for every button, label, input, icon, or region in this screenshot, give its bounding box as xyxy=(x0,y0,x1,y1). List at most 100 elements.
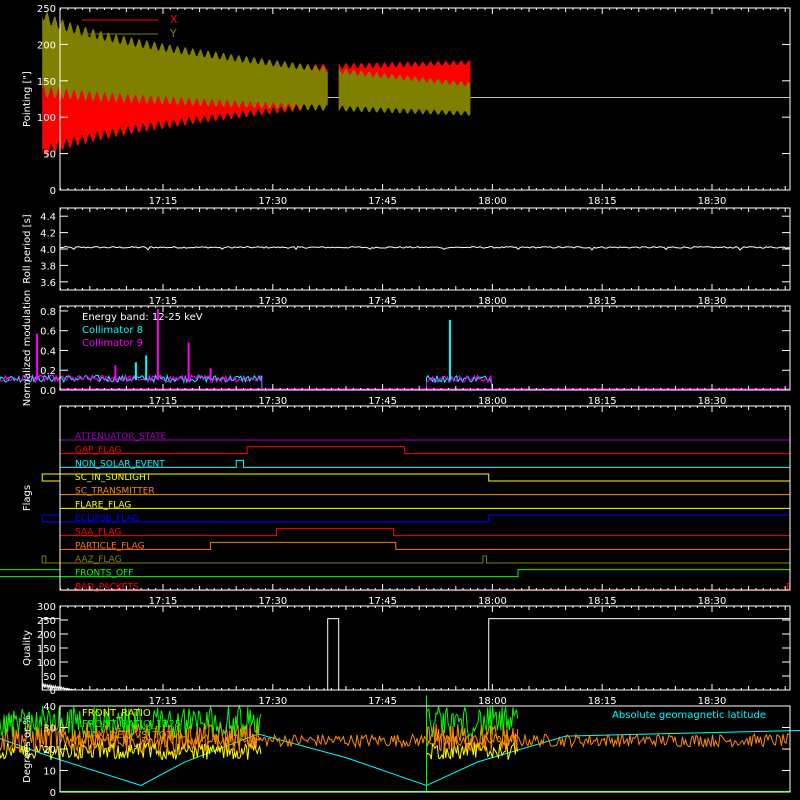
roll-period-line xyxy=(59,245,791,251)
front-ratio-trace xyxy=(426,741,519,760)
legend-max-det-vs-tot: MAX_DET_VS_TOT xyxy=(82,730,174,741)
pointing-panel: 0 50 100 150 200 250 17:15 17:30 17:45 18:00 18:1… xyxy=(22,4,791,207)
flag-label: AAZ_FLAG xyxy=(75,555,122,565)
flag-label: PARTICLE_FLAG xyxy=(75,541,145,551)
roll-period-panel: 3.6 3.8 4.0 4.2 4.4 17:15 17:30 17:45 18:00 18:1… xyxy=(22,207,791,307)
modulation-panel: 0.0 0.2 0.4 0.6 0.8 17:15 17:30 17:45 18:00 18:1… xyxy=(0,290,791,407)
flag-label: GAP_FLAG xyxy=(75,446,121,456)
y-tick-label: 4.2 xyxy=(40,229,56,240)
quality-x-axis: 17:15 17:30 17:45 18:00 18:15 18:30 xyxy=(60,606,786,707)
front-ratio-trace xyxy=(0,740,262,760)
x-tick-label: 18:00 xyxy=(478,696,507,707)
flags-frame xyxy=(59,405,791,591)
pointing-x-axis: 17:15 17:30 17:45 18:00 18:15 18:30 xyxy=(60,8,786,207)
x-tick-label: 18:30 xyxy=(698,196,727,207)
flag-line xyxy=(60,459,790,468)
quality-decay xyxy=(41,681,75,692)
y-tick-label: 0 xyxy=(50,686,56,697)
x-tick-label: 18:30 xyxy=(698,596,727,607)
y-tick-label: 4.0 xyxy=(40,245,56,256)
flag-label: FLARE_FLAG xyxy=(75,500,131,510)
x-tick-label: 18:00 xyxy=(478,396,507,407)
modulation-x-axis: 17:15 17:30 17:45 18:00 18:15 18:30 xyxy=(60,306,786,407)
flag-label: ATTENUATOR_STATE xyxy=(75,432,167,442)
legend-front-ratio: FRONT_RATIO xyxy=(82,708,151,719)
roll-period-y-label: Roll period [s] xyxy=(22,214,33,283)
y-tick-label: 150 xyxy=(37,644,56,655)
flags-x-axis: 17:15 17:30 17:45 18:00 18:15 18:30 xyxy=(60,406,786,607)
front-ratio-1225-trace xyxy=(0,704,262,740)
flag-label: BAD_PACKETS xyxy=(75,582,139,592)
y-tick-label: 250 xyxy=(37,4,56,15)
y-tick-label: 4.4 xyxy=(40,212,56,223)
legend-y-label: Y xyxy=(169,27,177,40)
pointing-frame xyxy=(59,7,791,191)
flag-line xyxy=(60,528,790,537)
roll-period-x-axis: 17:15 17:30 17:45 18:00 18:15 18:30 xyxy=(60,208,786,307)
x-tick-label: 17:30 xyxy=(258,296,287,307)
ratios-y-axis: 0 10 20 30 40 xyxy=(43,702,790,799)
y-tick-label: 0.6 xyxy=(40,327,56,338)
x-tick-label: 18:15 xyxy=(588,396,617,407)
x-tick-label: 17:45 xyxy=(368,296,397,307)
modulation-legend: Energy band: 12-25 keV Collimator 8 Coll… xyxy=(82,312,203,349)
y-tick-label: 3.6 xyxy=(40,278,56,289)
flags-panel: ATTENUATOR_STATE GAP_FLAG NON_SOLAR_EVENT S… xyxy=(0,405,791,607)
y-tick-label: 0.8 xyxy=(40,307,56,318)
x-tick-label: 18:30 xyxy=(698,696,727,707)
flag-line xyxy=(41,473,790,482)
x-tick-label: 17:15 xyxy=(149,396,178,407)
pointing-y-label: Pointing ["] xyxy=(22,71,33,127)
pointing-plot-area xyxy=(42,12,790,158)
x-tick-label: 18:30 xyxy=(698,396,727,407)
flag-line xyxy=(60,446,790,455)
y-tick-label: 100 xyxy=(37,658,56,669)
pointing-legend: X Y xyxy=(82,13,178,40)
x-tick-label: 17:45 xyxy=(368,396,397,407)
roll-period-y-axis: 3.6 3.8 4.0 4.2 4.4 xyxy=(40,212,790,289)
y-tick-label: 0 xyxy=(50,186,56,197)
flag-label: FRONTS_OFF xyxy=(75,569,133,579)
x-tick-label: 17:30 xyxy=(258,696,287,707)
x-tick-label: 18:00 xyxy=(478,196,507,207)
modulation-y-label: Normalized modulation xyxy=(22,290,33,407)
quality-y-axis: 0 50 100 150 200 250 300 xyxy=(37,602,790,697)
x-tick-label: 18:15 xyxy=(588,696,617,707)
modulation-c9-trace xyxy=(0,373,263,391)
x-tick-label: 17:30 xyxy=(258,596,287,607)
max-det-trace-active xyxy=(426,723,519,753)
y-tick-label: 50 xyxy=(43,150,56,161)
y-tick-label: 20 xyxy=(43,745,56,756)
modulation-c9-trace xyxy=(425,374,493,391)
quality-y-label: Quality xyxy=(22,630,33,666)
x-tick-label: 18:30 xyxy=(698,296,727,307)
y-tick-label: 0.2 xyxy=(40,366,56,377)
legend-collimator-9: Collimator 9 xyxy=(82,338,143,349)
y-tick-label: 3.8 xyxy=(40,261,56,272)
y-tick-label: 0.4 xyxy=(40,346,56,357)
x-tick-label: 18:15 xyxy=(588,296,617,307)
x-tick-label: 17:15 xyxy=(149,196,178,207)
y-tick-label: 250 xyxy=(37,616,56,627)
ratios-panel: 0 10 20 30 40 Degrees or % FRONT_RATIO FRONT… xyxy=(0,695,800,799)
legend-front-ratio-1225: FRONT_RATIO_1225 xyxy=(82,719,181,730)
pointing-y-axis: 0 50 100 150 200 250 xyxy=(37,4,790,197)
y-tick-label: 0.0 xyxy=(40,386,56,397)
x-tick-label: 17:45 xyxy=(368,696,397,707)
modulation-frame xyxy=(59,305,791,391)
x-tick-label: 17:30 xyxy=(258,196,287,207)
x-tick-label: 17:15 xyxy=(149,696,178,707)
pointing-y-band xyxy=(42,12,328,111)
x-tick-label: 17:45 xyxy=(368,596,397,607)
x-tick-label: 17:45 xyxy=(368,196,397,207)
y-tick-label: 100 xyxy=(37,113,56,124)
y-tick-label: 150 xyxy=(37,77,56,88)
x-tick-label: 17:30 xyxy=(258,396,287,407)
max-det-trace-active xyxy=(0,723,262,755)
flag-line xyxy=(0,569,790,578)
flag-label: ECLIPSE_FLAG xyxy=(75,514,139,524)
flag-line xyxy=(41,514,790,523)
legend-geomagnetic-latitude: Absolute geomagnetic latitude xyxy=(612,710,766,721)
